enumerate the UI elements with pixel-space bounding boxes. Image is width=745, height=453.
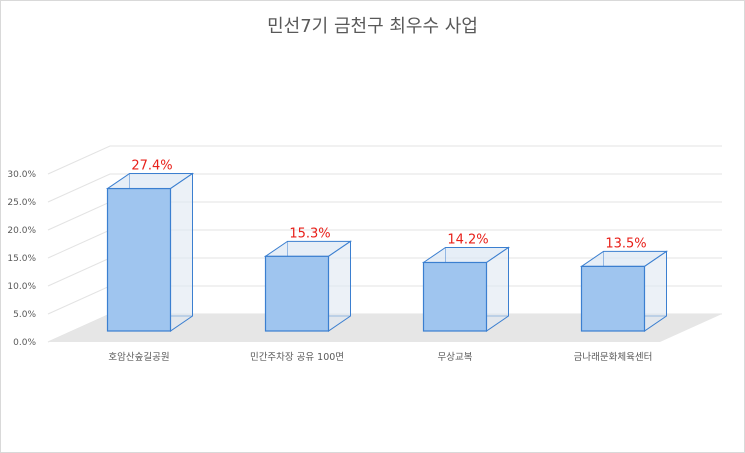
y-tick-label: 10.0% (7, 282, 36, 292)
y-tick-label: 0.0% (13, 338, 36, 348)
y-tick-label: 15.0% (7, 254, 36, 264)
bar-0: 27.4% (105, 159, 195, 332)
bar-side-face (170, 172, 193, 332)
chart-title: 민선7기 금천구 최우수 사업 (267, 16, 478, 37)
bar-front-face (264, 255, 330, 332)
bar-1: 15.3% (263, 226, 353, 332)
y-tick-label: 20.0% (7, 226, 36, 236)
floor-plane (48, 314, 722, 342)
y-tick-label: 5.0% (13, 310, 36, 320)
x-category-label: 무상교복 (438, 352, 473, 363)
x-category-label: 금나래문화체육센터 (574, 352, 653, 363)
data-label: 27.4% (131, 159, 172, 174)
y-tick-label: 25.0% (7, 198, 36, 208)
x-category-label: 호암산숲길공원 (108, 351, 169, 363)
y-axis: 0.0% 5.0% 10.0% 15.0% 20.0% 25.0% 30.0% (7, 170, 36, 348)
bar-front-face (422, 261, 488, 332)
x-category-label: 민간주차장 공유 100면 (250, 351, 344, 363)
bar-2: 14.2% (421, 232, 511, 332)
bar-side-face (328, 240, 351, 332)
data-label: 14.2% (447, 232, 488, 247)
y-tick-label: 30.0% (7, 170, 36, 180)
gridline-6 (47, 145, 722, 175)
bar-front-face (106, 187, 172, 332)
data-label: 13.5% (605, 236, 646, 251)
bar-side-face (486, 246, 509, 332)
chart-floor (48, 314, 722, 342)
gridline-5 (47, 173, 722, 203)
data-label: 15.3% (289, 226, 330, 241)
bars: 27.4% 15.3% 14.2% 13.5% (105, 159, 669, 332)
x-axis: 호암산숲길공원 민간주차장 공유 100면 무상교복 금나래문화체육센터 (108, 351, 652, 363)
bar-3: 13.5% (579, 236, 669, 332)
bar-front-face (580, 265, 646, 332)
